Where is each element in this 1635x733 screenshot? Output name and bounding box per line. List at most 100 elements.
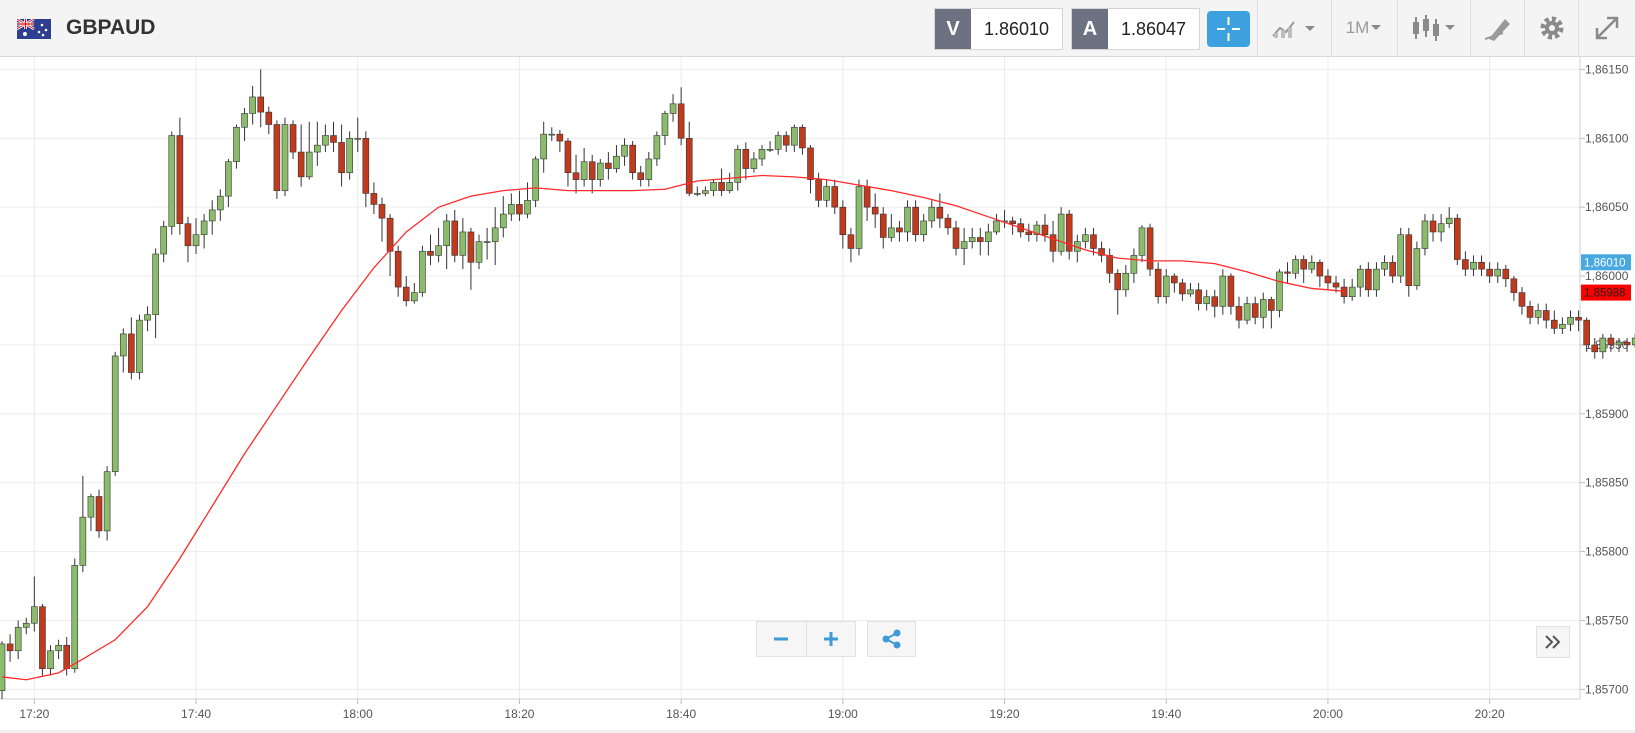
candle-body [144,314,151,321]
share-button[interactable] [867,621,916,657]
candle-body [839,206,847,236]
buy-price-tile[interactable]: A 1.86047 [1071,8,1200,50]
candle [1025,223,1033,242]
candle-body [1308,261,1316,270]
candle [451,209,459,263]
candle-body [119,333,127,357]
candle [79,475,87,573]
candle-body [653,135,661,160]
flag-gb-au-icon [17,19,51,39]
candle-body [394,250,402,288]
candle [314,121,321,166]
candle-body [95,496,103,532]
candle [1308,255,1316,274]
candle-body [1065,213,1073,252]
candle [742,142,750,180]
y-tick-label: 1,86000 [1585,269,1629,283]
candle-body [896,227,903,233]
y-tick-label: 1,86150 [1585,62,1629,76]
candle [411,282,418,304]
timeframe-dropdown[interactable]: 1M [1331,0,1397,56]
candle [815,172,822,208]
candle-body [1203,296,1210,304]
candle-body [257,96,265,113]
candle-body [1292,259,1299,274]
candle [1195,282,1202,311]
candle [192,218,200,255]
candle-body [22,622,30,628]
candle [1510,276,1518,301]
candle-body [152,253,159,315]
bottom-border [0,730,1635,733]
candle-body [548,133,556,136]
candle [152,248,159,339]
candle [596,158,604,187]
candle [1324,269,1332,290]
fullscreen-button[interactable] [1578,0,1635,56]
drawing-icon [1484,19,1510,41]
candle-body [1365,268,1372,291]
candle-body [1445,217,1453,224]
price-tag-label: 1,85988 [1584,288,1626,300]
sell-price-tile[interactable]: V 1.86010 [934,8,1063,50]
candle [791,124,798,153]
candle-body [354,137,362,140]
candle [1454,214,1461,266]
candle-body [6,643,14,652]
candle-body [1276,271,1283,311]
candle [1268,296,1275,329]
crosshair-button[interactable] [1207,11,1250,47]
candle [516,190,523,221]
candle [378,197,386,242]
candle-style-button[interactable] [1397,0,1470,56]
candle [1437,214,1445,242]
candle-body [564,140,572,174]
candle [330,121,337,153]
candle-body [1518,292,1526,307]
candle-body [976,237,984,242]
candle-body [1494,268,1502,277]
candle-body [588,161,596,180]
candle [1211,289,1219,318]
buy-price: 1.86047 [1120,18,1187,39]
candle [750,152,758,173]
candle-body [605,162,612,169]
candle [1405,227,1413,297]
candle-body [1340,286,1348,298]
candle [1583,317,1590,352]
candle [144,306,151,332]
candle [532,156,539,208]
candle [386,214,394,277]
candle [1082,227,1089,249]
zoom-out-button[interactable] [757,622,807,656]
x-tick-label: 20:00 [1313,707,1343,721]
candle-body [1324,275,1332,284]
drawing-tools-button[interactable] [1470,0,1524,56]
candle-body [1575,317,1582,321]
settings-button[interactable] [1524,0,1578,56]
candle [629,141,636,180]
candle [734,145,742,191]
candle-body [1510,278,1518,293]
candle-body [402,286,410,302]
candle-body [459,231,467,256]
candle-body [855,186,863,249]
candle [1114,269,1122,315]
ask-price-tag: 1,85988 [1581,284,1631,301]
line-chart-icon [1271,21,1315,38]
candle [1187,282,1194,297]
candle-body [758,149,766,160]
candle-body [208,209,216,222]
zoom-in-button[interactable] [807,622,856,656]
candle-body [1025,231,1033,236]
candle-body [960,241,968,249]
candle [200,214,208,249]
candle [1138,225,1146,263]
candle-body [912,206,919,236]
candle-body [944,217,952,229]
candle [782,131,790,153]
chart-type-button[interactable] [1257,0,1331,56]
scroll-right-button[interactable] [1536,626,1570,658]
price-chart[interactable]: 1,861501,861001,860501,860001,859501,859… [0,57,1635,730]
candle-body [863,186,871,208]
